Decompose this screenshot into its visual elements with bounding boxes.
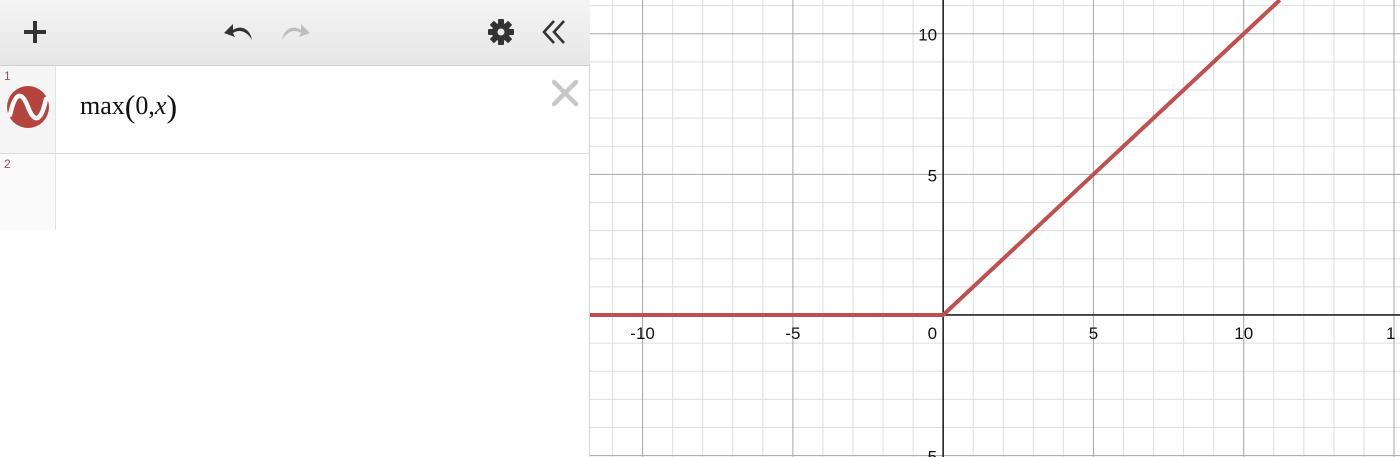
argument-1: 0	[135, 91, 149, 120]
expression-gutter: 1	[0, 66, 56, 153]
x-tick-label: 0	[928, 324, 937, 343]
argument-separator: ,	[148, 91, 155, 120]
tick-labels: -10 -5 0 5 10 1 10 5 -5	[630, 26, 1395, 457]
major-grid	[590, 0, 1400, 457]
x-tick-label: -5	[785, 324, 800, 343]
x-tick-label: -10	[630, 324, 655, 343]
expression-panel: 1 max(0,x) 2	[0, 0, 590, 457]
y-tick-label: 10	[918, 26, 937, 45]
toolbar	[0, 0, 590, 66]
undo-icon[interactable]	[220, 12, 260, 52]
x-tick-label: 10	[1234, 324, 1253, 343]
function-wave-icon[interactable]	[6, 85, 50, 129]
expression-index: 1	[4, 69, 11, 83]
axes	[590, 0, 1400, 457]
expression-gutter: 2	[0, 154, 56, 230]
y-tick-label: 5	[928, 166, 937, 185]
function-name: max	[80, 91, 125, 120]
close-paren: )	[166, 88, 178, 124]
close-icon[interactable]	[550, 78, 580, 108]
gear-icon[interactable]	[481, 12, 521, 52]
expression-row-empty[interactable]: 2	[0, 154, 590, 230]
plus-icon[interactable]	[15, 12, 55, 52]
graph-canvas[interactable]: -10 -5 0 5 10 1 10 5 -5	[590, 0, 1400, 457]
expression-input[interactable]: max(0,x)	[80, 88, 177, 125]
y-tick-label: -5	[922, 448, 937, 457]
x-tick-label: 1	[1386, 324, 1395, 343]
open-paren: (	[124, 88, 136, 124]
double-chevron-left-icon[interactable]	[535, 12, 575, 52]
argument-2: x	[154, 91, 167, 120]
expression-index: 2	[4, 157, 11, 171]
x-tick-label: 5	[1089, 324, 1098, 343]
minor-grid	[590, 0, 1400, 457]
redo-icon[interactable]	[274, 12, 314, 52]
expression-row[interactable]: 1 max(0,x)	[0, 66, 590, 154]
function-curve[interactable]	[590, 0, 1282, 317]
